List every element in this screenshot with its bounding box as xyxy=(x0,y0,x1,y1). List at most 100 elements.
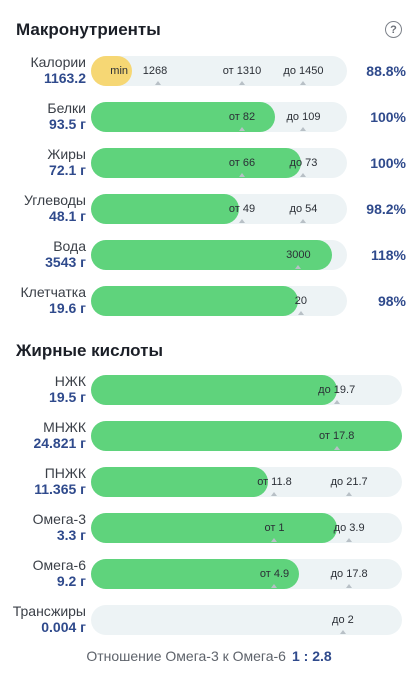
target-tick xyxy=(271,538,278,542)
nutrient-label: Жиры 72.1 г xyxy=(47,146,86,178)
nutrient-row[interactable]: Клетчатка 19.6 г 20 98% xyxy=(0,284,418,330)
nutrient-progress-bar: от 82 до 109 xyxy=(91,102,347,132)
target-mark-label: до 1450 xyxy=(283,65,324,77)
target-tick xyxy=(300,127,307,131)
nutrient-row[interactable]: МНЖК 24.821 г от 17.8 xyxy=(0,419,418,465)
nutrient-progress-fill xyxy=(91,240,332,270)
nutrient-progress-fill xyxy=(91,194,240,224)
nutrient-percent: 88.8% xyxy=(366,63,406,79)
nutrient-percent: 118% xyxy=(370,247,406,263)
target-tick xyxy=(300,173,307,177)
nutrient-label: Калории 1163.2 xyxy=(31,54,86,86)
nutrient-progress-bar: от 17.8 xyxy=(91,421,402,451)
target-mark-label: до 17.8 xyxy=(330,568,368,580)
nutrient-amount: 0.004 г xyxy=(41,619,86,635)
target-tick xyxy=(239,173,246,177)
nutrient-amount: 1163.2 xyxy=(43,70,86,86)
target-tick xyxy=(300,81,307,85)
nutrient-label: МНЖК 24.821 г xyxy=(33,419,86,451)
nutrient-progress-fill xyxy=(91,56,132,86)
nutrient-label: Белки 93.5 г xyxy=(47,100,86,132)
target-mark-label: до 109 xyxy=(286,111,321,123)
target-tick xyxy=(297,311,304,315)
nutrient-progress-bar: от 11.8 до 21.7 xyxy=(91,467,402,497)
nutrient-row[interactable]: Омега-3 3.3 г от 1 до 3.9 xyxy=(0,511,418,557)
nutrient-amount: 48.1 г xyxy=(49,208,86,224)
nutrient-amount: 24.821 г xyxy=(33,435,86,451)
target-tick xyxy=(239,127,246,131)
nutrient-row[interactable]: Калории 1163.2 min 1268 от 1310 до 1450 88.8% xyxy=(0,54,418,100)
target-mark-label: от 82 xyxy=(228,111,256,123)
fatty-acids-title: Жирные кислоты xyxy=(16,341,163,360)
nutrient-amount: 9.2 г xyxy=(56,573,86,589)
nutrient-name: НЖК xyxy=(54,373,86,389)
nutrient-label: Омега-6 9.2 г xyxy=(33,557,86,589)
target-mark-label: от 4.9 xyxy=(259,568,290,580)
nutrient-progress-fill xyxy=(91,559,300,589)
omega-ratio-label: Отношение Омега-3 к Омега-6 xyxy=(86,648,286,664)
nutrient-row[interactable]: Омега-6 9.2 г от 4.9 до 17.8 xyxy=(0,557,418,603)
nutrient-row[interactable]: Вода 3543 г 3000 118% xyxy=(0,238,418,284)
nutrient-percent: 98% xyxy=(377,293,406,309)
nutrient-amount: 93.5 г xyxy=(49,116,86,132)
target-tick xyxy=(239,81,246,85)
nutrient-row[interactable]: НЖК 19.5 г до 19.7 xyxy=(0,373,418,419)
nutrient-row[interactable]: Белки 93.5 г от 82 до 109 100% xyxy=(0,100,418,146)
nutrient-name: Углеводы xyxy=(23,192,86,208)
nutrient-row[interactable]: ПНЖК 11.365 г от 11.8 до 21.7 xyxy=(0,465,418,511)
nutrient-percent: 98.2% xyxy=(366,201,406,217)
nutrient-name: Омега-6 xyxy=(32,557,86,573)
target-mark-label: 20 xyxy=(294,295,308,307)
nutrient-amount: 72.1 г xyxy=(49,162,86,178)
target-mark-label: до 21.7 xyxy=(330,476,368,488)
nutrient-label: НЖК 19.5 г xyxy=(49,373,86,405)
nutrient-progress-fill xyxy=(91,286,299,316)
target-tick xyxy=(339,630,346,634)
nutrient-progress-fill xyxy=(91,513,337,543)
target-mark-label: до 73 xyxy=(289,157,318,169)
nutrient-amount: 11.365 г xyxy=(34,481,86,497)
nutrient-row[interactable]: Трансжиры 0.004 г до 2 xyxy=(0,603,418,649)
target-tick xyxy=(346,538,353,542)
help-icon[interactable]: ? xyxy=(385,21,402,38)
nutrient-name: МНЖК xyxy=(43,419,86,435)
target-mark-label: от 11.8 xyxy=(257,476,292,488)
nutrient-name: Трансжиры xyxy=(12,603,86,619)
target-tick xyxy=(333,400,340,404)
nutrient-label: Клетчатка 19.6 г xyxy=(21,284,86,316)
target-tick xyxy=(271,492,278,496)
nutrient-row[interactable]: Углеводы 48.1 г от 49 до 54 98.2% xyxy=(0,192,418,238)
nutrient-label: Углеводы 48.1 г xyxy=(24,192,86,224)
nutrient-amount: 19.5 г xyxy=(49,389,86,405)
nutrient-name: Калории xyxy=(30,54,86,70)
target-mark-label: до 2 xyxy=(332,614,354,626)
nutrient-amount: 3543 г xyxy=(45,254,86,270)
nutrient-progress-fill xyxy=(91,375,337,405)
nutrient-progress-bar: min 1268 от 1310 до 1450 xyxy=(91,56,347,86)
target-tick xyxy=(333,446,340,450)
nutrient-percent: 100% xyxy=(370,109,406,125)
target-mark-label: до 3.9 xyxy=(333,522,365,534)
nutrient-name: Жиры xyxy=(47,146,86,162)
nutrient-label: Вода 3543 г xyxy=(45,238,86,270)
nutrient-row[interactable]: Жиры 72.1 г от 66 до 73 100% xyxy=(0,146,418,192)
target-mark-label: от 66 xyxy=(228,157,256,169)
nutrient-label: Трансжиры 0.004 г xyxy=(13,603,86,635)
nutrient-progress-bar: от 49 до 54 xyxy=(91,194,347,224)
macros-title: Макронутриенты xyxy=(16,20,161,39)
nutrient-name: Вода xyxy=(53,238,86,254)
target-mark-label: от 49 xyxy=(228,203,256,215)
nutrient-amount: 19.6 г xyxy=(49,300,86,316)
target-mark-label: до 19.7 xyxy=(318,384,356,396)
target-mark-label: min xyxy=(110,65,129,77)
target-mark-label: от 1 xyxy=(264,522,285,534)
nutrient-label: ПНЖК 11.365 г xyxy=(34,465,86,497)
nutrient-name: ПНЖК xyxy=(44,465,86,481)
nutrient-progress-bar: от 4.9 до 17.8 xyxy=(91,559,402,589)
target-tick xyxy=(295,265,302,269)
target-mark-label: от 1310 xyxy=(222,65,262,77)
target-tick xyxy=(271,584,278,588)
nutrient-name: Клетчатка xyxy=(20,284,86,300)
nutrient-name: Белки xyxy=(47,100,86,116)
nutrient-progress-bar: 20 xyxy=(91,286,347,316)
